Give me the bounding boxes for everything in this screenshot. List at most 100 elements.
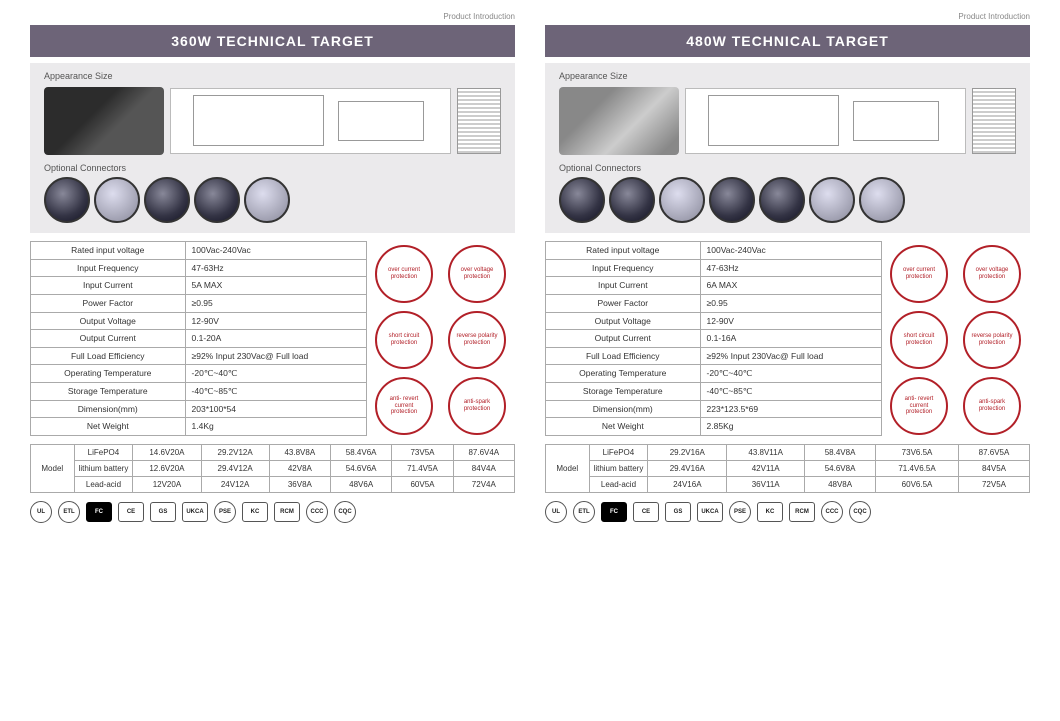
spec-cell: Storage Temperature <box>31 383 186 401</box>
spec-table: Rated input voltage100Vac-240VacInput Fr… <box>545 241 882 436</box>
certification-badge: CE <box>118 502 144 522</box>
model-cell: LiFePO4 <box>589 444 648 460</box>
model-cell: Lead-acid <box>74 476 133 492</box>
certification-badge: GS <box>150 502 176 522</box>
protection-badge: over current protection <box>890 245 948 303</box>
page-360w: Product Introduction 360W TECHNICAL TARG… <box>30 12 515 709</box>
spec-cell: Rated input voltage <box>31 242 186 260</box>
model-cell: 43.8V8A <box>269 444 330 460</box>
model-cell: 42V11A <box>727 460 805 476</box>
appearance-images <box>44 85 501 157</box>
connector-icon <box>609 177 655 223</box>
model-cell: 48V8A <box>805 476 876 492</box>
certification-badge: UKCA <box>697 502 723 522</box>
connectors-label: Optional Connectors <box>559 163 1016 173</box>
model-cell: 36V8A <box>269 476 330 492</box>
spec-cell: 0.1-20A <box>185 330 366 348</box>
appearance-label: Appearance Size <box>44 71 501 81</box>
spec-cell: Power Factor <box>546 294 701 312</box>
model-header: Model <box>546 444 590 492</box>
appearance-section: Appearance Size Optional Connectors <box>545 63 1030 233</box>
model-cell: 84V5A <box>958 460 1029 476</box>
spec-cell: ≥0.95 <box>185 294 366 312</box>
model-cell: 29.2V16A <box>648 444 727 460</box>
certification-badge: UKCA <box>182 502 208 522</box>
spec-cell: 12-90V <box>700 312 881 330</box>
model-cell: 54.6V6A <box>331 460 392 476</box>
model-cell: Lead-acid <box>589 476 648 492</box>
protection-badge: anti-spark protection <box>448 377 506 435</box>
model-cell: 72V5A <box>958 476 1029 492</box>
connector-icon <box>244 177 290 223</box>
spec-cell: ≥92% Input 230Vac@ Full load <box>185 347 366 365</box>
spec-cell: -40℃~85℃ <box>185 383 366 401</box>
protections-grid: over current protectionover voltage prot… <box>375 241 515 435</box>
certification-badge: CQC <box>334 501 356 523</box>
protection-badge: over voltage protection <box>963 245 1021 303</box>
model-cell: 24V12A <box>201 476 269 492</box>
spec-cell: -40℃~85℃ <box>700 383 881 401</box>
spec-cell: Input Current <box>546 277 701 295</box>
spec-cell: Input Frequency <box>31 259 186 277</box>
certification-badge: FC <box>601 502 627 522</box>
protection-badge: anti- revert current protection <box>890 377 948 435</box>
spec-cell: -20℃~40℃ <box>185 365 366 383</box>
certification-badge: UL <box>30 501 52 523</box>
spec-cell: 47-63Hz <box>700 259 881 277</box>
model-cell: 12.6V20A <box>133 460 201 476</box>
model-cell: 71.4V5A <box>392 460 453 476</box>
page-480w: Product Introduction 480W TECHNICAL TARG… <box>545 12 1030 709</box>
model-cell: 42V8A <box>269 460 330 476</box>
connector-icon <box>709 177 755 223</box>
spec-cell: 47-63Hz <box>185 259 366 277</box>
connector-icon <box>759 177 805 223</box>
certification-badge: GS <box>665 502 691 522</box>
model-table: ModelLiFePO429.2V16A43.8V11A58.4V8A73V6.… <box>545 444 1030 493</box>
model-cell: 58.4V6A <box>331 444 392 460</box>
title-bar: 360W TECHNICAL TARGET <box>30 25 515 57</box>
certification-badge: PSE <box>214 501 236 523</box>
protection-badge: anti-spark protection <box>963 377 1021 435</box>
spec-cell: 6A MAX <box>700 277 881 295</box>
spec-cell: 100Vac-240Vac <box>185 242 366 260</box>
certifications-row: ULETLFCCEGSUKCAPSEKCRCMCCCCQC <box>30 501 515 523</box>
model-cell: 29.4V16A <box>648 460 727 476</box>
model-cell: 14.6V20A <box>133 444 201 460</box>
model-cell: 73V6.5A <box>876 444 959 460</box>
connectors-label: Optional Connectors <box>44 163 501 173</box>
certification-badge: CE <box>633 502 659 522</box>
technical-drawing <box>170 88 451 154</box>
protection-badge: anti- revert current protection <box>375 377 433 435</box>
spec-cell: 223*123.5*69 <box>700 400 881 418</box>
charger-photo <box>44 87 164 155</box>
model-table: ModelLiFePO414.6V20A29.2V12A43.8V8A58.4V… <box>30 444 515 493</box>
model-cell: 87.6V5A <box>958 444 1029 460</box>
title-bar: 480W TECHNICAL TARGET <box>545 25 1030 57</box>
spec-row: Rated input voltage100Vac-240VacInput Fr… <box>545 241 1030 436</box>
model-cell: 58.4V8A <box>805 444 876 460</box>
spec-cell: 203*100*54 <box>185 400 366 418</box>
certification-badge: RCM <box>789 502 815 522</box>
connector-icon <box>94 177 140 223</box>
connector-icon <box>44 177 90 223</box>
header-label: Product Introduction <box>545 12 1030 21</box>
protection-badge: short circuit protection <box>890 311 948 369</box>
model-cell: 84V4A <box>453 460 514 476</box>
spec-cell: Output Current <box>31 330 186 348</box>
spec-cell: Rated input voltage <box>546 242 701 260</box>
spec-cell: ≥92% Input 230Vac@ Full load <box>700 347 881 365</box>
connector-icon <box>809 177 855 223</box>
certifications-row: ULETLFCCEGSUKCAPSEKCRCMCCCCQC <box>545 501 1030 523</box>
spec-cell: 12-90V <box>185 312 366 330</box>
spec-cell: 100Vac-240Vac <box>700 242 881 260</box>
connectors-row <box>44 177 501 223</box>
spec-cell: Net Weight <box>31 418 186 436</box>
connector-icon <box>659 177 705 223</box>
model-cell: 29.2V12A <box>201 444 269 460</box>
spec-cell: 2.85Kg <box>700 418 881 436</box>
certification-badge: KC <box>242 502 268 522</box>
spec-cell: Input Current <box>31 277 186 295</box>
connector-icon <box>144 177 190 223</box>
protection-badge: over voltage protection <box>448 245 506 303</box>
spec-cell: Net Weight <box>546 418 701 436</box>
